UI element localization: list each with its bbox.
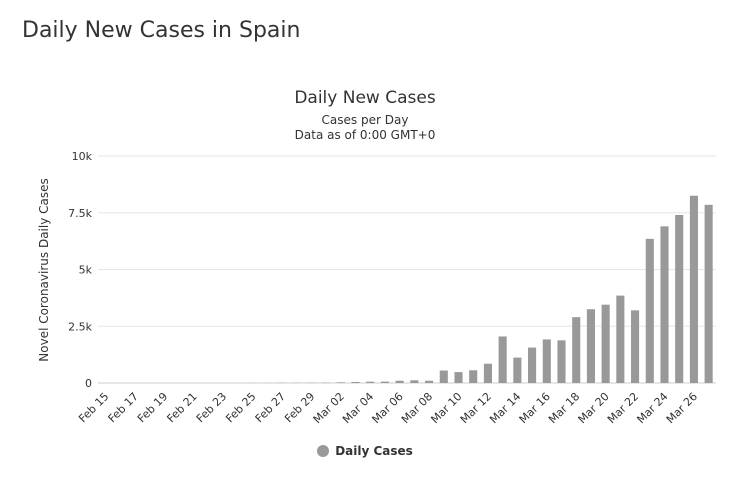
bar-mar-22[interactable] (631, 310, 640, 383)
bar-mar-13[interactable] (498, 336, 507, 383)
bar-mar-25[interactable] (675, 215, 684, 383)
bar-mar-02[interactable] (336, 382, 345, 383)
x-tick-label: Mar 22 (605, 390, 641, 426)
bar-mar-03[interactable] (351, 381, 360, 383)
x-tick-label: Mar 18 (546, 390, 582, 426)
x-tick-label: Feb 21 (164, 390, 199, 425)
bar-mar-04[interactable] (366, 381, 375, 383)
y-axis-label: Novel Coronavirus Daily Cases (37, 178, 51, 361)
legend-marker (317, 445, 330, 457)
x-tick-label: Mar 12 (458, 390, 494, 426)
y-tick-label: 0 (85, 377, 92, 390)
x-tick-label: Feb 25 (223, 390, 258, 425)
x-tick-label: Mar 10 (428, 390, 464, 426)
x-tick-label: Mar 20 (576, 390, 612, 426)
bar-mar-10[interactable] (454, 372, 463, 383)
bar-mar-26[interactable] (689, 195, 698, 383)
bar-mar-12[interactable] (483, 363, 492, 383)
bar-mar-15[interactable] (528, 347, 537, 383)
x-tick-label: Feb 19 (135, 390, 170, 425)
x-tick-label: Mar 24 (634, 390, 670, 426)
chart-data-date: Data as of 0:00 GMT+0 (294, 128, 436, 142)
bar-mar-19[interactable] (586, 309, 595, 383)
bar-mar-21[interactable] (616, 295, 625, 383)
x-tick-label: Mar 14 (487, 390, 523, 426)
x-tick-label: Mar 02 (311, 390, 347, 426)
legend[interactable]: Daily Cases (0, 444, 730, 458)
bar-mar-06[interactable] (395, 380, 404, 383)
x-tick-label: Feb 23 (194, 390, 229, 425)
bar-mar-20[interactable] (601, 304, 610, 383)
page-title: Daily New Cases in Spain (22, 18, 301, 43)
y-tick-label: 7.5k (68, 207, 92, 220)
x-tick-label: Mar 16 (517, 390, 553, 426)
y-tick-label: 5k (79, 264, 93, 277)
bar-mar-05[interactable] (380, 381, 389, 383)
bar-mar-18[interactable] (572, 317, 581, 383)
x-tick-label: Feb 17 (106, 390, 141, 425)
y-tick-label: 2.5k (68, 320, 92, 333)
bar-mar-17[interactable] (557, 340, 566, 383)
legend-label: Daily Cases (335, 444, 413, 458)
x-tick-label: Feb 15 (76, 390, 111, 425)
bar-mar-11[interactable] (469, 370, 478, 383)
bar-mar-24[interactable] (660, 226, 669, 383)
x-tick-label: Mar 08 (399, 390, 435, 426)
x-tick-label: Feb 27 (253, 390, 288, 425)
bar-mar-09[interactable] (439, 370, 448, 383)
x-tick-label: Feb 29 (282, 390, 317, 425)
bar-mar-07[interactable] (410, 380, 419, 383)
bar-mar-14[interactable] (513, 357, 522, 383)
bar-mar-27[interactable] (704, 204, 713, 383)
x-tick-label: Mar 06 (370, 390, 406, 426)
chart-subtitle: Cases per Day (321, 113, 409, 127)
bar-mar-23[interactable] (645, 238, 654, 383)
x-tick-label: Mar 04 (340, 390, 376, 426)
bar-mar-16[interactable] (542, 339, 551, 383)
y-tick-label: 10k (72, 150, 93, 163)
x-tick-label: Mar 26 (664, 390, 700, 426)
chart-title: Daily New Cases (294, 88, 436, 108)
bar-mar-08[interactable] (425, 380, 434, 383)
